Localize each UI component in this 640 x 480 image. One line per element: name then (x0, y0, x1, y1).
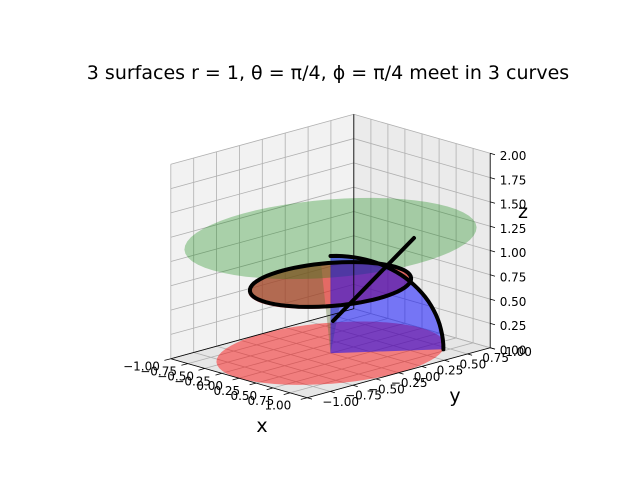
x-tick-label: 0.50 (230, 389, 257, 403)
x-tick-mark (181, 363, 189, 366)
y-tick-mark (329, 391, 335, 394)
z-tick-label: 0.25 (500, 319, 527, 333)
x-tick-label: 0.00 (196, 379, 223, 393)
y-tick-label: −0.50 (368, 383, 405, 397)
z-axis-label: z (518, 201, 528, 223)
y-tick-label: −0.75 (345, 389, 382, 403)
half-plane-surface (330, 256, 444, 354)
z-tick-mark (490, 274, 496, 277)
z-tick-label: 0.50 (500, 295, 527, 309)
x-tick-label: 0.75 (248, 394, 275, 408)
z-tick-label: 2.00 (500, 149, 527, 163)
y-tick-mark (307, 397, 313, 400)
z-tick-label: 1.50 (500, 198, 527, 212)
x-tick-label: −0.50 (157, 369, 194, 383)
y-tick-label: −0.25 (391, 376, 428, 390)
axis-lines (164, 114, 496, 400)
x-tick-mark (249, 382, 257, 386)
y-tick-label: 0.25 (437, 364, 464, 378)
x-tick-mark (198, 368, 206, 371)
y-tick-mark (398, 372, 404, 375)
x-tick-mark (266, 387, 274, 391)
y-tick-mark (467, 353, 473, 356)
z-tick-mark (490, 201, 496, 204)
x-tick-mark (300, 397, 308, 400)
cone-surface (184, 197, 477, 280)
x-tick-mark (283, 392, 291, 395)
y-tick-mark (444, 359, 450, 362)
z-tick-label: 0.75 (500, 271, 527, 285)
curve-sphere-half-plane (328, 253, 446, 352)
x-tick-label: 0.25 (213, 384, 240, 398)
x-axis-label: x (256, 415, 267, 437)
z-tick-mark (490, 250, 496, 253)
z-tick-mark (490, 177, 496, 180)
x-tick-label: −0.25 (174, 374, 211, 388)
tick-labels: −1.00−0.75−0.50−0.250.000.250.500.751.00… (123, 149, 532, 413)
y-tick-label: 0.75 (482, 351, 509, 365)
z-tick-mark (490, 298, 496, 301)
y-tick-mark (490, 347, 496, 350)
z-tick-mark (490, 152, 496, 156)
box-edge (170, 114, 355, 360)
z-tick-mark (490, 225, 496, 228)
y-tick-label: 0.00 (414, 370, 441, 384)
x-tick-mark (215, 372, 223, 376)
chart-title: 3 surfaces r = 1, θ = π/4, ϕ = π/4 meet … (87, 62, 569, 84)
z-tick-mark (490, 323, 496, 326)
y-tick-mark (375, 378, 381, 381)
intersection-curves (247, 236, 446, 352)
x-tick-label: −1.00 (123, 360, 160, 374)
y-axis-label: y (449, 385, 460, 407)
x-tick-mark (232, 377, 240, 381)
z-tick-label: 1.00 (500, 246, 527, 260)
y-tick-label: −1.00 (322, 395, 359, 409)
curve-cone-half-plane (331, 236, 416, 323)
y-tick-mark (352, 384, 358, 387)
curve-sphere-cone (247, 260, 414, 309)
x-tick-mark (164, 358, 171, 361)
z-tick-label: 0.00 (500, 343, 527, 357)
z-tick-label: 1.75 (500, 173, 527, 187)
x-tick-label: 1.00 (265, 399, 292, 413)
x-tick-label: −0.75 (140, 365, 177, 379)
cone-inner (250, 264, 340, 354)
y-tick-label: 1.00 (505, 345, 532, 359)
z-tick-label: 1.25 (500, 222, 527, 236)
y-tick-mark (421, 366, 427, 369)
y-tick-label: 0.50 (460, 358, 487, 372)
